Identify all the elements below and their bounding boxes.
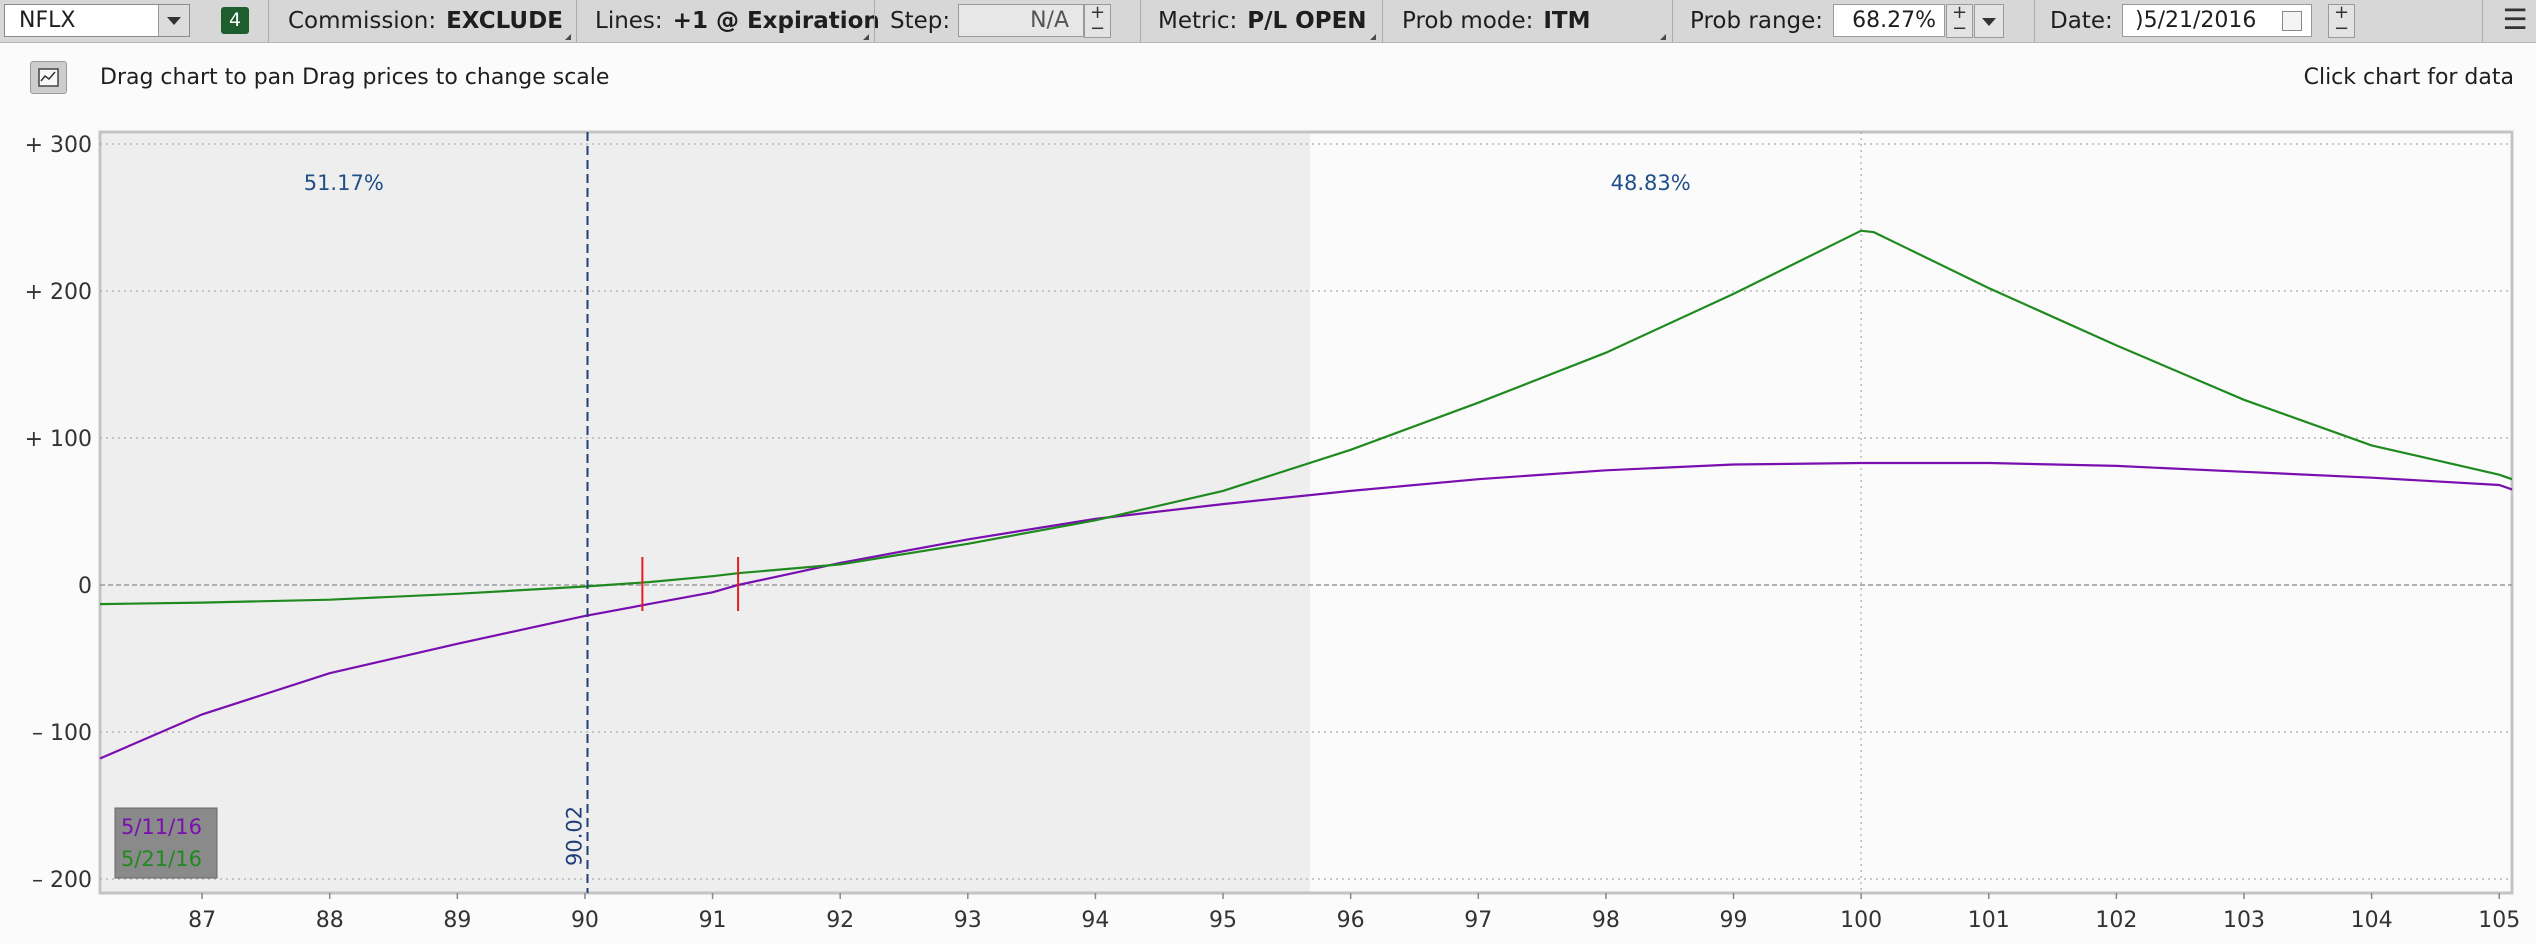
step-input[interactable]: N/A (958, 4, 1084, 37)
probability-shaded-region (101, 133, 1311, 892)
metric-dropdown-corner[interactable] (1370, 28, 1376, 40)
pl-chart[interactable]: + 300 + 200 + 100 0 – 100 – 200 87 88 89 90 91 92 93… (0, 120, 2536, 944)
x-tick-label: 105 (2478, 908, 2520, 933)
chart-glyph (38, 68, 59, 87)
x-tick-label: 99 (1720, 908, 1748, 933)
plus-icon[interactable]: + (1089, 2, 1106, 23)
commission-control[interactable]: Commission: EXCLUDE (288, 0, 563, 42)
line-chart-icon[interactable] (30, 61, 67, 94)
prob-mode-dropdown-corner[interactable] (1660, 28, 1666, 40)
legend-entry: 5/11/16 (121, 815, 202, 839)
lines-dropdown-corner[interactable] (863, 28, 869, 40)
metric-label: Metric: (1158, 8, 1238, 34)
x-tick-label: 92 (826, 908, 854, 933)
hamburger-menu-icon[interactable]: ☰ (2502, 3, 2528, 36)
step-label: Step: (890, 8, 951, 34)
prob-range-input[interactable]: 68.27% (1833, 4, 1945, 37)
prob-range-stepper[interactable]: + − (1946, 4, 1973, 38)
x-tick-label: 90 (571, 908, 599, 933)
chart-hint-text: Drag chart to pan Drag prices to change … (100, 65, 610, 90)
x-tick-label: 98 (1592, 908, 1620, 933)
legend-box (114, 807, 218, 879)
commission-value[interactable]: EXCLUDE (446, 8, 563, 34)
date-label: Date: (2050, 8, 2113, 34)
commission-label: Commission: (288, 8, 437, 34)
prob-range-dropdown-button[interactable] (1974, 4, 2004, 38)
x-tick-label: 89 (443, 908, 471, 933)
prob-mode-value[interactable]: ITM (1543, 8, 1591, 34)
prob-mode-label: Prob mode: (1402, 8, 1534, 34)
click-chart-hint: Click chart for data (2303, 65, 2514, 90)
current-price-label: 90.02 (563, 806, 587, 866)
minus-icon[interactable]: − (2333, 18, 2350, 39)
lines-value[interactable]: +1 @ Expiration (672, 8, 880, 34)
y-tick-label: + 200 (25, 280, 92, 305)
series-line-2 (99, 229, 2513, 606)
prob-mode-control[interactable]: Prob mode: ITM (1402, 0, 1591, 42)
probability-left-label: 51.17% (304, 171, 384, 195)
x-tick-label: 103 (2223, 908, 2265, 933)
toolbar-divider (2034, 0, 2035, 42)
prob-range-label: Prob range: (1690, 8, 1824, 34)
legend-entry: 5/21/16 (121, 847, 202, 871)
metric-value[interactable]: P/L OPEN (1247, 8, 1367, 34)
plus-icon[interactable]: + (1951, 2, 1968, 23)
series-line-1 (99, 461, 2513, 760)
minus-icon[interactable]: − (1089, 18, 1106, 39)
y-tick-label: – 200 (32, 868, 92, 893)
toolbar: NFLX 4 Commission: EXCLUDE Lines: +1 @ Exp… (0, 0, 2536, 43)
toolbar-divider (1140, 0, 1141, 42)
x-tick-label: 101 (1968, 908, 2010, 933)
date-stepper[interactable]: + − (2328, 4, 2355, 38)
symbol-dropdown-button[interactable] (158, 5, 189, 36)
date-input[interactable]: )5/21/2016 (2122, 4, 2312, 37)
probability-right-label: 48.83% (1611, 171, 1691, 195)
linked-group-badge[interactable]: 4 (221, 7, 249, 34)
step-stepper[interactable]: + − (1084, 4, 1111, 38)
x-tick-label: 93 (954, 908, 982, 933)
toolbar-divider (2482, 0, 2483, 42)
lines-control[interactable]: Lines: +1 @ Expiration (595, 0, 880, 42)
toolbar-divider (1382, 0, 1383, 42)
x-tick-label: 87 (188, 908, 216, 933)
x-tick-label: 88 (316, 908, 344, 933)
toolbar-divider (1672, 0, 1673, 42)
x-tick-label: 97 (1464, 908, 1492, 933)
toolbar-divider (268, 0, 269, 42)
x-tick-label: 102 (2095, 908, 2137, 933)
minus-icon[interactable]: − (1951, 18, 1968, 39)
toolbar-divider (874, 0, 875, 42)
x-tick-label: 100 (1840, 908, 1882, 933)
calendar-icon[interactable] (2282, 11, 2302, 31)
toolbar-divider (576, 0, 577, 42)
y-tick-label: + 300 (25, 133, 92, 158)
y-tick-label: + 100 (25, 427, 92, 452)
lines-label: Lines: (595, 8, 663, 34)
plus-icon[interactable]: + (2333, 2, 2350, 23)
y-tick-label: – 100 (32, 721, 92, 746)
x-tick-label: 96 (1337, 908, 1365, 933)
commission-dropdown-corner[interactable] (565, 28, 571, 40)
x-tick-label: 95 (1209, 908, 1237, 933)
x-tick-label: 94 (1081, 908, 1109, 933)
x-tick-label: 91 (699, 908, 727, 933)
x-tick-label: 104 (2351, 908, 2393, 933)
metric-control[interactable]: Metric: P/L OPEN (1158, 0, 1367, 42)
y-tick-label: 0 (78, 574, 92, 599)
info-bar: Drag chart to pan Drag prices to change … (0, 43, 2536, 94)
